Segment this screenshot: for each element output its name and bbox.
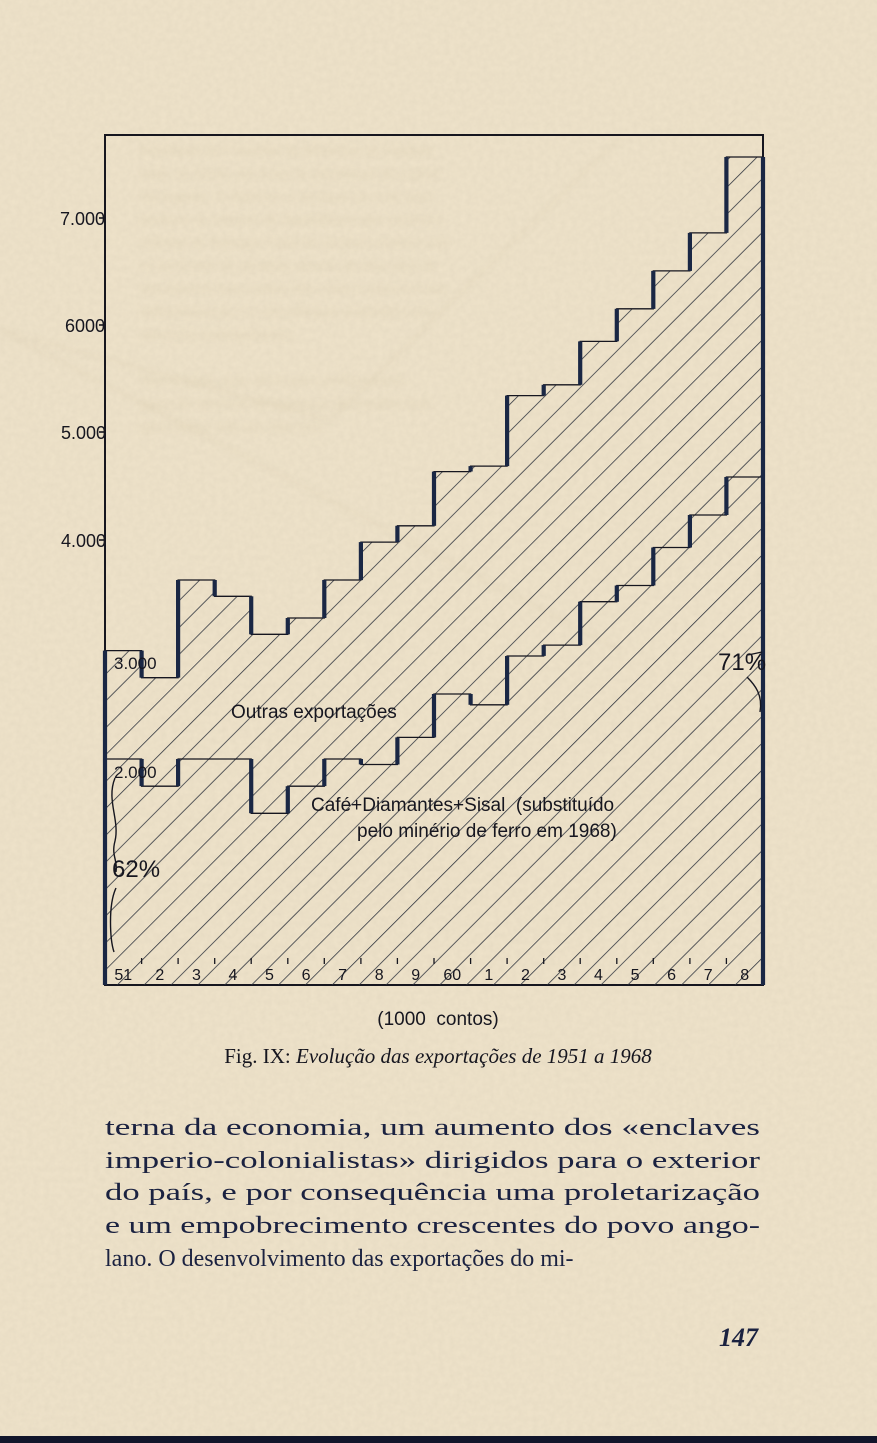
svg-text:6: 6 — [302, 967, 311, 984]
svg-text:(1000 contos): (1000 contos) — [377, 1009, 498, 1030]
svg-text:os territorios do ultramar, at: os territorios do ultramar, através de u… — [140, 258, 437, 274]
svg-text:Nao se pode, pois, dizer que a: Nao se pode, pois, dizer que a política … — [140, 373, 409, 389]
svg-text:guesa de reformas da legislaça: guesa de reformas da legislaçao do traba… — [140, 396, 434, 412]
svg-text:interesses metropolitanos.: interesses metropolitanos. — [140, 327, 296, 343]
svg-text:Outras exportações: Outras exportações — [231, 702, 397, 723]
svg-text:mecanismos bem conhecidos como: mecanismos bem conhecidos como o entrave… — [140, 281, 446, 297]
svg-text:terna da economia, um aumento: terna da economia, um aumento dos «encla… — [105, 1115, 760, 1141]
svg-text:2.000: 2.000 — [114, 763, 157, 782]
svg-text:9: 9 — [411, 967, 420, 984]
svg-text:6: 6 — [667, 967, 676, 984]
svg-text:2: 2 — [155, 967, 164, 984]
svg-text:gena tivesse tido por objectiv: gena tivesse tido por objectivo — [140, 419, 323, 435]
svg-text:51: 51 — [114, 967, 132, 984]
svg-text:7.000: 7.000 — [60, 209, 105, 229]
svg-text:Fig. IX: Evolução das exportaç: Fig. IX: Evolução das exportações de 195… — [224, 1044, 652, 1068]
svg-text:do país, e por consequência um: do país, e por consequência uma proletar… — [105, 1180, 760, 1206]
svg-text:lano. O desenvolvimento das ex: lano. O desenvolvimento das exportações … — [105, 1246, 574, 1272]
svg-text:perdurar as relações de depend: perdurar as relações de dependência que … — [140, 212, 441, 228]
svg-text:4: 4 — [594, 967, 603, 984]
svg-text:imperio-colonialistas» dirigid: imperio-colonialistas» dirigidos para o … — [105, 1148, 760, 1174]
svg-text:5: 5 — [631, 967, 640, 984]
svg-text:5: 5 — [265, 967, 274, 984]
svg-text:1: 1 — [484, 967, 493, 984]
svg-text:3: 3 — [192, 967, 201, 984]
svg-text:e um empobrecimento crescentes: e um empobrecimento crescentes do povo a… — [105, 1213, 760, 1239]
svg-text:8: 8 — [375, 967, 384, 984]
svg-text:147: 147 — [719, 1323, 759, 1352]
svg-text:2: 2 — [521, 967, 530, 984]
svg-text:Café+Diamantes+Sisal (substit: Café+Diamantes+Sisal (substituído — [311, 795, 614, 816]
svg-text:Presidente do Conselho de Mini: Presidente do Conselho de Ministros da U… — [140, 143, 434, 159]
svg-text:5.000: 5.000 — [61, 423, 106, 443]
svg-text:pelo minério de ferro em 1968): pelo minério de ferro em 1968) — [357, 821, 617, 842]
svg-text:colonial de Portugal vinha há: colonial de Portugal vinha há séculos a … — [140, 235, 449, 251]
svg-text:7: 7 — [704, 967, 713, 984]
svg-text:3.000: 3.000 — [114, 654, 157, 673]
svg-text:3: 3 — [557, 967, 566, 984]
svg-text:8: 8 — [740, 967, 749, 984]
svg-text:7: 7 — [338, 967, 347, 984]
svg-text:4.000: 4.000 — [61, 531, 106, 551]
svg-text:62%: 62% — [112, 856, 160, 883]
svg-text:dade, no fundo, em favor da pe: dade, no fundo, em favor da penetraçao d… — [140, 166, 440, 182]
svg-text:industrialização e a subordina: industrialização e a subordinaçao económ… — [140, 304, 432, 320]
svg-text:4: 4 — [228, 967, 237, 984]
svg-text:estrangeiro. O objectivo a alc: estrangeiro. O objectivo a alcançar era … — [140, 189, 434, 205]
svg-text:6000: 6000 — [65, 316, 105, 336]
svg-text:60: 60 — [443, 967, 461, 984]
